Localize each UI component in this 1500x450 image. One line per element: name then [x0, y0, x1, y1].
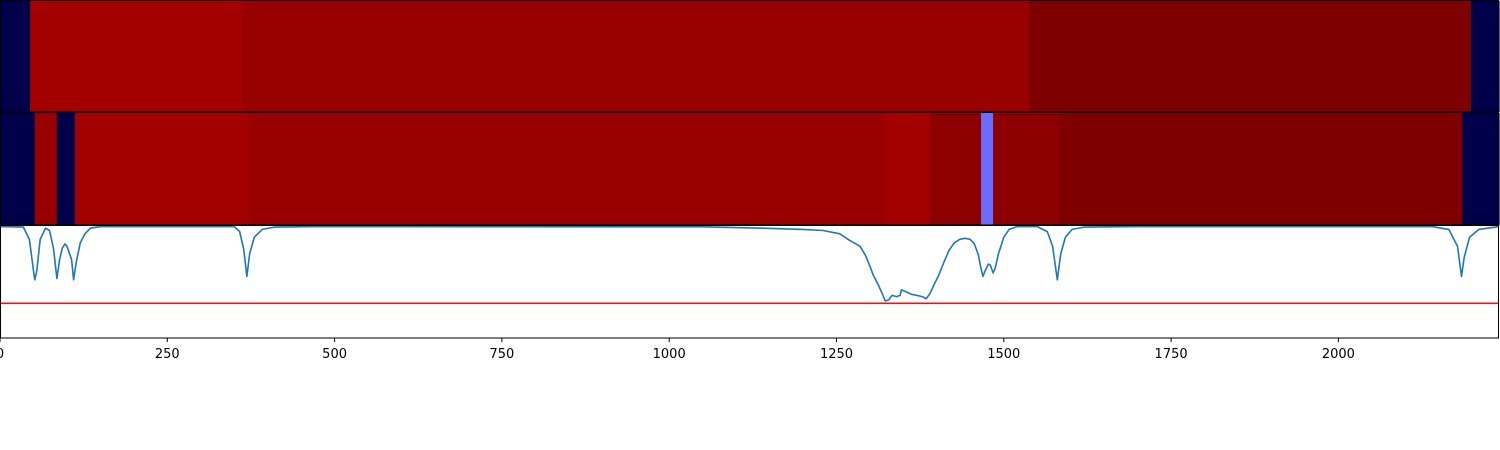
heatmap-segment-1-2 — [30, 1, 243, 112]
heatmap-segment-2-1 — [0, 113, 36, 225]
heatmap-segment-2-8 — [981, 113, 994, 225]
heatmap-segment-2-9 — [993, 113, 1060, 225]
panel-frame-3 — [0, 225, 1499, 339]
heatmap-segment-2-2 — [34, 113, 58, 225]
heatmap-segment-1-4 — [1029, 1, 1472, 112]
x-tick-label: 750 — [489, 347, 514, 362]
heatmap-segment-2-3 — [56, 113, 76, 225]
heatmap-segment-2-6 — [884, 113, 931, 225]
heatmap-row-2 — [0, 113, 1500, 225]
heatmap-segment-1-1 — [0, 1, 31, 112]
panel-frames — [0, 0, 1499, 339]
x-tick-label: 0 — [0, 347, 4, 362]
x-axis: 0 250 500 750 1000 1250 1500 1750 2000 — [0, 338, 1355, 362]
series-line — [0, 225, 1500, 302]
x-tick-label: 1500 — [987, 347, 1020, 362]
x-tick-label: 500 — [322, 347, 347, 362]
heatmap-segment-1-3 — [242, 1, 1030, 112]
heatmap-row-1 — [0, 1, 1500, 112]
x-tick-label: 1250 — [820, 347, 853, 362]
heatmap-segment-2-10 — [1058, 113, 1463, 225]
heatmap-segment-2-7 — [930, 113, 982, 225]
x-tick-label: 250 — [155, 347, 180, 362]
x-tick-label: 1000 — [653, 347, 686, 362]
line-panel — [0, 225, 1500, 305]
x-tick-label: 2000 — [1322, 347, 1355, 362]
heatmap-segment-2-5 — [248, 113, 886, 225]
heatmap-segment-2-4 — [74, 113, 250, 225]
heatmap-segment-1-5 — [1470, 1, 1500, 112]
heatmap-segment-2-11 — [1462, 113, 1500, 225]
x-tick-label: 1750 — [1155, 347, 1188, 362]
